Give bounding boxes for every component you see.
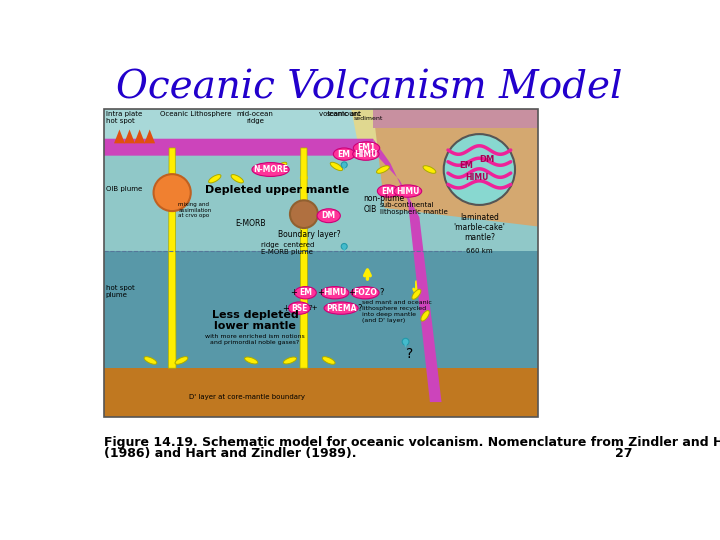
Text: 27: 27 (615, 447, 632, 460)
Polygon shape (104, 139, 377, 156)
Text: Depleted upper mantle: Depleted upper mantle (204, 185, 349, 195)
Text: ?: ? (379, 288, 384, 297)
Polygon shape (134, 130, 145, 143)
Text: +: + (290, 288, 297, 297)
Text: with more enriched ism notions
and primordial noble gases?: with more enriched ism notions and primo… (205, 334, 305, 345)
Text: laminated
'marble-cake'
mantle?: laminated 'marble-cake' mantle? (454, 213, 505, 242)
Ellipse shape (377, 166, 390, 173)
Ellipse shape (317, 209, 341, 222)
Polygon shape (104, 153, 538, 251)
Ellipse shape (353, 148, 379, 160)
Text: EM: EM (338, 150, 351, 159)
Ellipse shape (245, 357, 258, 364)
Ellipse shape (323, 356, 335, 365)
Ellipse shape (412, 289, 421, 299)
Text: N-MORE: N-MORE (253, 165, 288, 174)
Text: Intra plate
hot spot: Intra plate hot spot (107, 111, 143, 124)
Text: sediment: sediment (354, 116, 383, 120)
Polygon shape (342, 246, 346, 252)
Circle shape (341, 244, 347, 249)
Ellipse shape (294, 287, 316, 299)
Ellipse shape (333, 148, 355, 160)
Text: EM: EM (382, 187, 395, 195)
Ellipse shape (330, 162, 343, 171)
Ellipse shape (289, 302, 310, 314)
Polygon shape (403, 342, 408, 348)
Text: non-plume
OIB: non-plume OIB (364, 194, 405, 213)
Text: EM: EM (459, 161, 473, 170)
Polygon shape (373, 110, 538, 128)
Text: sub-continental
lithospheric mantle: sub-continental lithospheric mantle (379, 202, 447, 215)
Text: DM: DM (322, 211, 336, 220)
Text: Oceanic Volcanism Model: Oceanic Volcanism Model (116, 70, 622, 106)
Polygon shape (351, 110, 538, 153)
Text: seamount: seamount (327, 111, 361, 117)
Text: PREMA: PREMA (326, 303, 356, 313)
Polygon shape (114, 130, 125, 143)
Ellipse shape (321, 287, 349, 299)
Text: ?+: ?+ (308, 305, 318, 311)
Text: HIMU: HIMU (396, 187, 420, 195)
Text: EM: EM (299, 288, 312, 297)
Ellipse shape (175, 356, 188, 365)
Text: +: + (318, 288, 325, 297)
Ellipse shape (231, 174, 243, 183)
Polygon shape (373, 110, 538, 226)
Circle shape (402, 338, 409, 345)
Text: D' layer at core-mantle boundary: D' layer at core-mantle boundary (189, 394, 305, 400)
Text: HIMU: HIMU (323, 288, 346, 297)
Polygon shape (168, 148, 176, 368)
Text: ?: ? (406, 347, 413, 361)
Text: hot spot
plume: hot spot plume (106, 285, 134, 298)
Ellipse shape (351, 287, 379, 299)
Polygon shape (342, 165, 346, 170)
Text: mixing and
assimilation
at crvo opo: mixing and assimilation at crvo opo (179, 202, 212, 219)
Text: volcanic arc: volcanic arc (320, 111, 361, 117)
Text: Less depleted
lower mantle: Less depleted lower mantle (212, 309, 299, 331)
Text: ?: ? (357, 303, 362, 313)
Ellipse shape (377, 185, 399, 197)
Text: E-MORB: E-MORB (235, 219, 266, 228)
Text: BSE: BSE (291, 303, 307, 313)
Text: Oceanic Lithosphere: Oceanic Lithosphere (160, 111, 231, 117)
Ellipse shape (274, 162, 287, 171)
Text: mid-ocean
ridge: mid-ocean ridge (237, 111, 274, 124)
Text: +: + (282, 303, 289, 313)
Circle shape (290, 200, 318, 228)
Ellipse shape (284, 357, 297, 364)
Text: +: + (348, 288, 356, 297)
Text: HIMU: HIMU (465, 173, 488, 182)
Polygon shape (104, 110, 538, 153)
Ellipse shape (209, 174, 221, 183)
Text: 660 km: 660 km (467, 248, 493, 254)
Text: EM1: EM1 (357, 144, 376, 152)
Text: (1986) and Hart and Zindler (1989).: (1986) and Hart and Zindler (1989). (104, 447, 356, 460)
Circle shape (444, 134, 515, 205)
Ellipse shape (423, 166, 436, 173)
Ellipse shape (252, 163, 289, 177)
Text: sed mant and oceanic
lithosphere recycled
into deep mantle
(and D' layer): sed mant and oceanic lithosphere recycle… (362, 300, 432, 323)
Text: ridge  centered
E-MORB plume: ridge centered E-MORB plume (261, 242, 315, 255)
Text: Boundary layer?: Boundary layer? (279, 230, 341, 239)
Polygon shape (144, 130, 155, 143)
Ellipse shape (421, 310, 429, 321)
Polygon shape (373, 139, 441, 402)
Ellipse shape (144, 356, 157, 365)
Polygon shape (124, 130, 135, 143)
Polygon shape (300, 148, 307, 368)
Text: DM: DM (480, 155, 495, 164)
Polygon shape (104, 251, 538, 368)
Circle shape (153, 174, 191, 211)
Polygon shape (104, 368, 538, 417)
Text: HIMU: HIMU (354, 150, 377, 159)
Bar (104, 110, 538, 417)
Circle shape (341, 162, 347, 168)
Text: Figure 14.19. Schematic model for oceanic volcanism. Nomenclature from Zindler a: Figure 14.19. Schematic model for oceani… (104, 436, 720, 449)
Text: FOZO: FOZO (354, 288, 377, 297)
Ellipse shape (324, 302, 358, 314)
Ellipse shape (394, 185, 422, 197)
Ellipse shape (354, 142, 379, 154)
Text: OIB plume: OIB plume (106, 186, 142, 192)
